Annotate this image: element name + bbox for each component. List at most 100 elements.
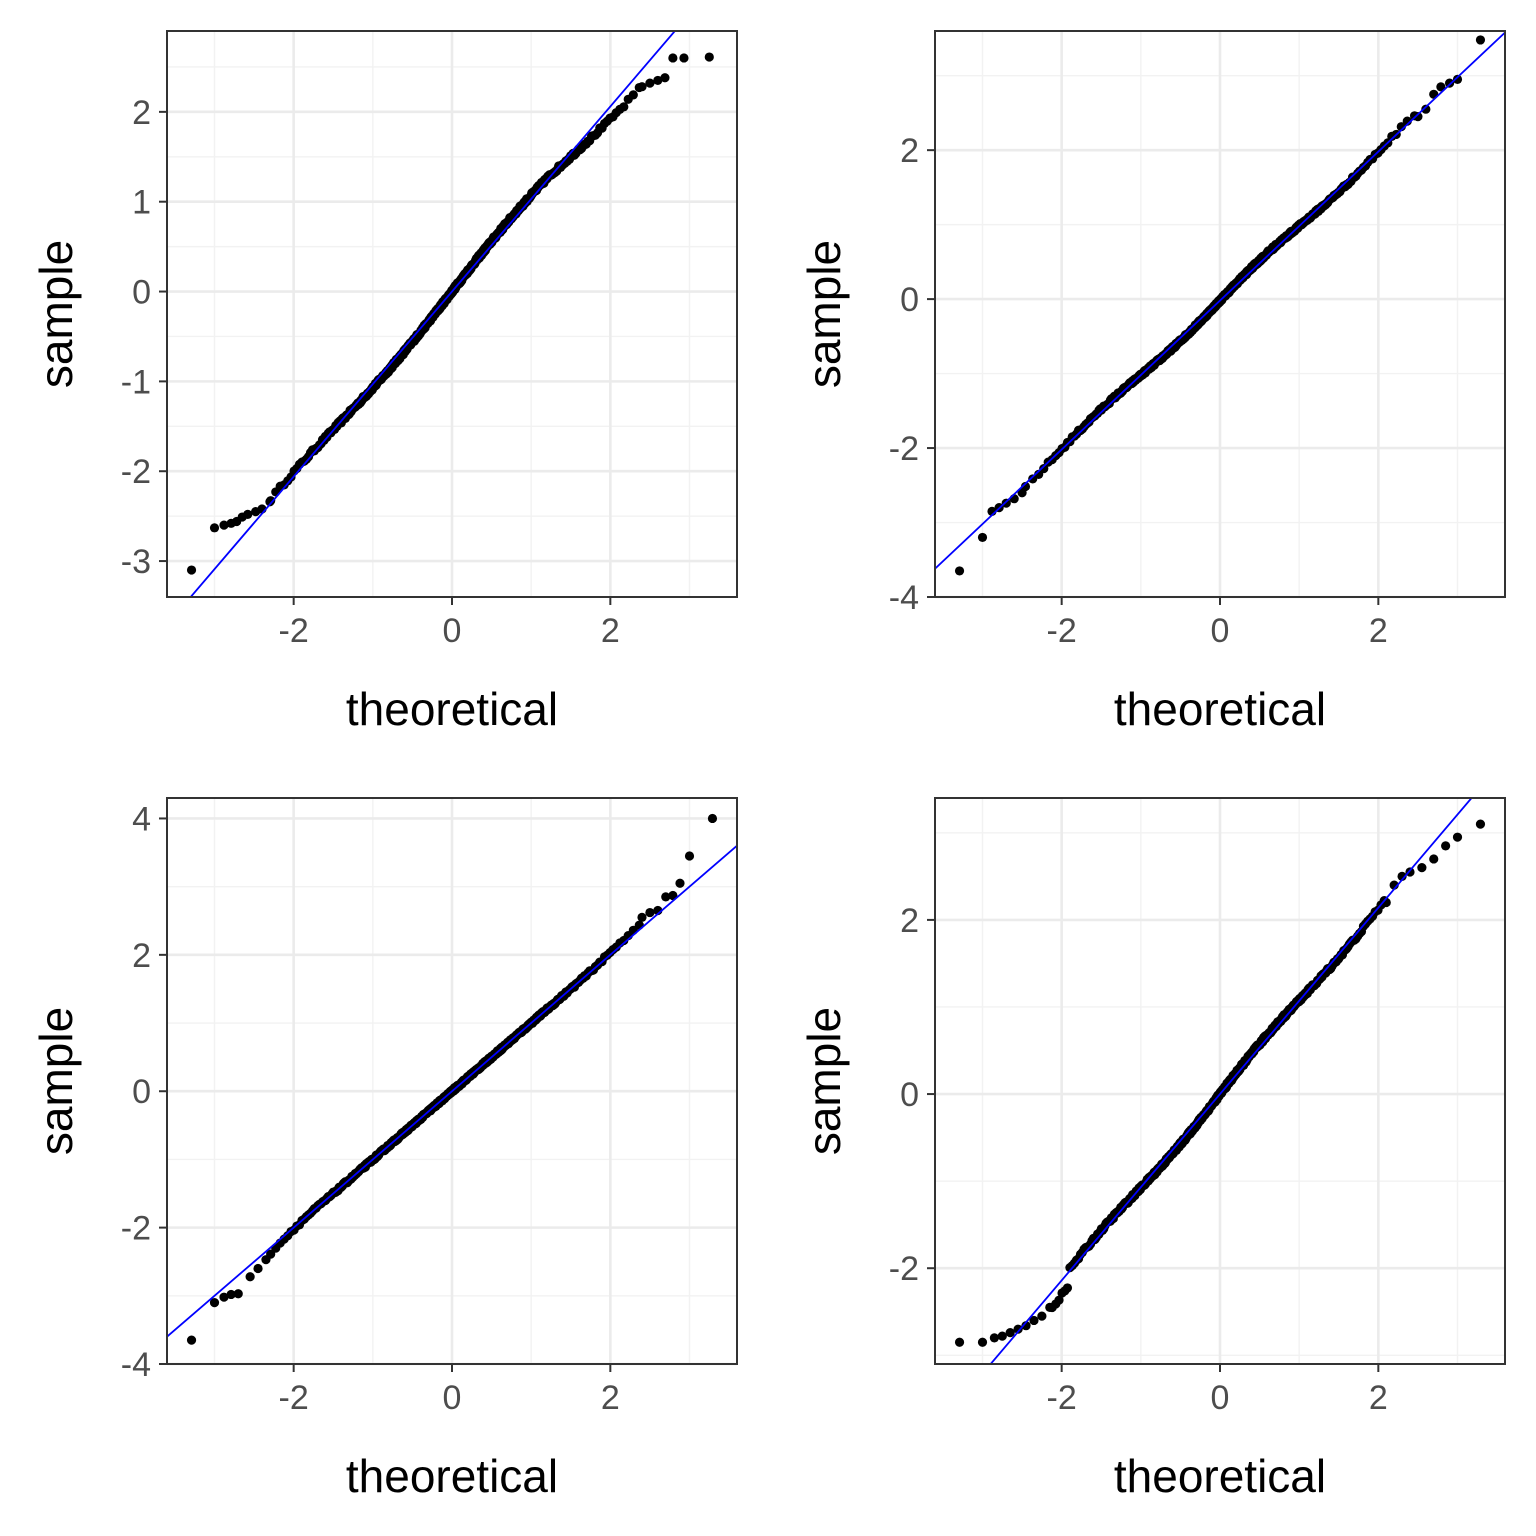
x-tick-label: 2 [1369, 612, 1388, 650]
qq-reference-line [935, 31, 1505, 570]
x-axis-title: theoretical [346, 683, 558, 735]
y-tick-label: -4 [121, 1346, 151, 1384]
x-tick-label: 0 [443, 1379, 462, 1417]
x-tick-label: -2 [1047, 612, 1077, 650]
qq-tail-point [684, 851, 695, 861]
qq-tail-point [637, 912, 647, 922]
y-tick-label: 0 [900, 1076, 919, 1114]
y-axis-title: sample [30, 1007, 82, 1155]
gridlines [167, 31, 737, 597]
qq-tail-point [1001, 498, 1011, 508]
qq-tail-point [1397, 871, 1407, 881]
qq-tail-point [989, 1333, 999, 1343]
qq-tail-point [253, 1263, 263, 1274]
qq-tail-point [209, 1298, 220, 1308]
qq-tail-point [261, 1255, 271, 1265]
qq-tail-point [997, 1331, 1007, 1341]
x-tick-label: -2 [1047, 1379, 1077, 1417]
x-tick-label: 0 [443, 612, 462, 650]
qq-reference-line [189, 31, 677, 597]
qq-tail-point [675, 878, 685, 888]
qq-tail-point [1452, 74, 1463, 85]
qq-panel-4: -2 0 2 -2 0 2 theoretical sample [798, 797, 1506, 1502]
x-axis-title: theoretical [346, 1450, 558, 1502]
qq-point [1054, 1295, 1064, 1305]
qq-point [1039, 464, 1049, 474]
qq-point [1062, 1283, 1073, 1293]
qq-tail-point [645, 78, 655, 88]
qq-tail-point [1475, 819, 1486, 829]
qq-tail-point [645, 907, 655, 918]
qq-panel-1: -2 0 2 -3 -2 -1 0 1 2 theoretical sample [30, 30, 738, 735]
y-axis-title: sample [798, 1007, 850, 1155]
qq-point [619, 102, 629, 112]
x-tick-label: -2 [279, 612, 309, 650]
qq-reference-line [989, 798, 1473, 1364]
qq-tail-point [653, 75, 663, 86]
qq-tail-point [1421, 104, 1431, 114]
qq-tail-point [977, 532, 988, 543]
qq-tail-point [1444, 78, 1455, 88]
y-tick-label: 4 [132, 800, 151, 838]
qq-tail-point [707, 813, 718, 824]
y-tick-label: 0 [900, 281, 919, 319]
qq-tail-point [1005, 1328, 1015, 1338]
qq-tail-point [1475, 35, 1486, 45]
y-tick-label: 2 [900, 132, 919, 170]
qq-tail-point [1417, 863, 1427, 873]
qq-tail-point [1029, 1315, 1039, 1326]
qq-tail-point [661, 892, 671, 902]
qq-point [628, 90, 638, 100]
qq-tail-point [1021, 1321, 1031, 1331]
y-tick-label: 2 [132, 94, 151, 132]
y-tick-label: 0 [132, 1073, 151, 1111]
qq-tail-point [1413, 112, 1423, 122]
gridlines [167, 798, 737, 1366]
y-tick-label: 2 [900, 902, 919, 940]
y-tick-label: -2 [121, 1210, 151, 1248]
qq-tail-point [954, 1337, 965, 1347]
qq-tail-point [1013, 1324, 1023, 1334]
qq-tail-point [219, 520, 229, 530]
qq-tail-point [977, 1337, 988, 1347]
qq-tail-point [209, 523, 220, 533]
qq-tail-point [245, 1272, 255, 1282]
qq-tail-point [1436, 82, 1446, 92]
x-axis-title: theoretical [1114, 1450, 1326, 1502]
qq-tail-point [186, 1335, 197, 1345]
x-tick-label: -2 [279, 1379, 309, 1417]
x-tick-label: 0 [1211, 1379, 1230, 1417]
y-tick-label: -3 [121, 543, 151, 581]
qq-tail-point [1429, 854, 1439, 864]
x-tick-label: 2 [601, 612, 620, 650]
y-tick-label: 2 [132, 937, 151, 975]
x-tick-label: 0 [1211, 612, 1230, 650]
qq-tail-point [243, 509, 253, 519]
qq-tail-point [668, 53, 678, 63]
qq-tail-point [1452, 832, 1463, 842]
y-axis-title: sample [798, 240, 850, 388]
qq-panel-2: -2 0 2 -4 -2 0 2 theoretical sample [798, 30, 1506, 735]
qq-tail-point [954, 566, 965, 576]
qq-tail-point [219, 1292, 229, 1302]
x-tick-label: 2 [601, 1379, 620, 1417]
y-tick-label: -2 [121, 453, 151, 491]
gridlines [935, 798, 1505, 1364]
qq-point [634, 920, 644, 930]
x-tick-label: 2 [1369, 1379, 1388, 1417]
qq-tail-point [1009, 494, 1019, 504]
qq-tail-point [679, 53, 689, 63]
x-axis-title: theoretical [1114, 683, 1326, 735]
qq-tail-point [660, 73, 670, 83]
qq-panel-3: -2 0 2 -4 -2 0 2 4 theoretical sample [30, 797, 738, 1502]
qq-tail-point [1017, 488, 1027, 498]
y-tick-label: -1 [121, 363, 151, 401]
qq-tail-point [226, 1289, 236, 1300]
y-tick-label: -2 [889, 1250, 919, 1288]
qq-tail-point [637, 82, 647, 92]
y-axis-title: sample [30, 240, 82, 388]
qq-tail-point [233, 1289, 243, 1299]
qq-tail-point [1037, 1311, 1047, 1321]
qq-tail-point [1441, 841, 1451, 851]
